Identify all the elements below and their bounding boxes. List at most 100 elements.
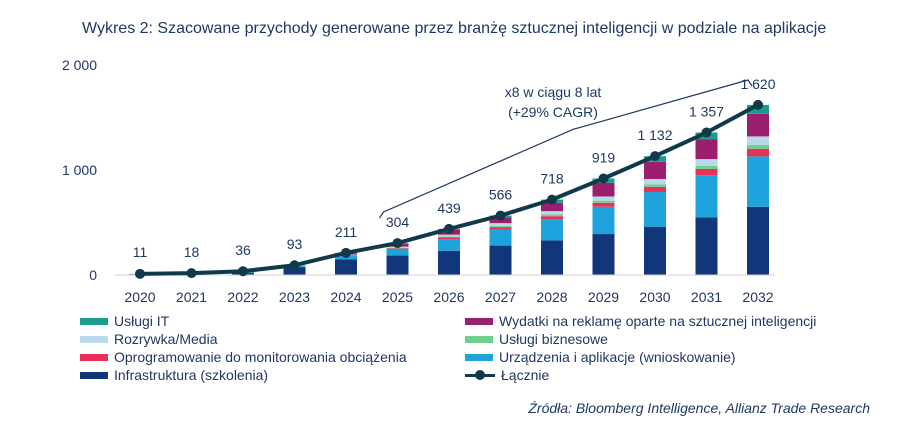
total-point	[341, 247, 351, 258]
total-label: 11	[133, 244, 148, 260]
bar-segment	[438, 239, 460, 251]
total-point	[495, 210, 506, 221]
x-tick-label: 2025	[382, 289, 413, 305]
y-tick-label: 2 000	[62, 57, 97, 73]
legend-label: Usługi IT	[114, 313, 170, 329]
bar-segment	[747, 156, 769, 207]
growth-annotation-line2: (+29% CAGR)	[508, 104, 598, 120]
bar-segment	[489, 223, 512, 226]
total-label: 36	[235, 242, 251, 258]
legend-label: Oprogramowanie do monitorowania obciążen…	[114, 349, 407, 365]
bar-segment	[386, 249, 409, 256]
bar-segment	[644, 186, 666, 193]
bar-segment	[592, 206, 615, 235]
x-tick-label: 2028	[536, 289, 567, 305]
bar-segment	[747, 144, 769, 149]
legend-swatch	[80, 335, 108, 343]
x-tick-label: 2027	[485, 289, 516, 305]
bar-segment	[592, 234, 615, 275]
bar-segment	[695, 217, 718, 275]
x-tick-label: 2020	[124, 289, 155, 305]
bar-segment	[695, 175, 718, 218]
bar-segment	[283, 267, 306, 275]
legend-label: Rozrywka/Media	[114, 331, 218, 347]
x-tick-label: 2031	[691, 289, 722, 305]
growth-bracket	[379, 79, 753, 219]
legend-label: Infrastruktura (szkolenia)	[114, 367, 269, 383]
bar-segment	[592, 200, 615, 203]
legend-item: Oprogramowanie do monitorowania obciążen…	[80, 349, 407, 365]
bar-segment	[592, 196, 615, 201]
legend-item: Rozrywka/Media	[80, 331, 217, 347]
bar-segment	[541, 216, 563, 220]
bar-segment	[335, 259, 357, 275]
bar-segment	[541, 211, 563, 215]
total-point	[392, 238, 403, 249]
x-tick-label: 2029	[588, 289, 619, 305]
bar-segment	[438, 237, 460, 240]
total-label: 1 357	[689, 104, 724, 120]
legend-item: Usługi IT	[80, 313, 169, 329]
chart-source: Źródła: Bloomberg Intelligence, Allianz …	[528, 400, 870, 416]
total-point	[701, 127, 712, 138]
bar-segment	[695, 165, 718, 169]
bar-segment	[644, 184, 666, 187]
bar-segment	[386, 255, 409, 275]
bar-segment	[438, 250, 460, 275]
total-point	[135, 268, 145, 279]
total-point	[186, 268, 197, 279]
legend-swatch	[80, 371, 108, 379]
bar-segment	[541, 240, 563, 275]
total-label: 304	[386, 214, 410, 230]
x-tick-label: 2032	[742, 289, 773, 305]
bar-segment	[438, 234, 460, 237]
bar-segment	[644, 179, 666, 185]
bar-segment	[644, 192, 666, 227]
legend-label: Urządzenia i aplikacje (wnioskowanie)	[499, 349, 736, 365]
total-point	[547, 194, 557, 205]
bar-segment	[695, 159, 718, 166]
bar-segment	[747, 148, 769, 157]
bar-segment	[644, 161, 666, 180]
x-tick-label: 2022	[227, 289, 258, 305]
total-point	[650, 151, 660, 162]
bar-segment	[592, 202, 615, 207]
total-label: 919	[592, 150, 616, 166]
y-tick-label: 1 000	[62, 162, 97, 178]
legend-item: Urządzenia i aplikacje (wnioskowanie)	[465, 349, 736, 365]
total-label: 718	[540, 171, 564, 187]
legend-item: Infrastruktura (szkolenia)	[80, 367, 268, 383]
x-tick-label: 2024	[330, 289, 361, 305]
total-point	[289, 260, 300, 271]
total-point	[444, 223, 454, 234]
bar-segment	[644, 226, 666, 275]
x-tick-label: 2026	[433, 289, 464, 305]
legend-swatch	[465, 335, 493, 343]
legend-label: Wydatki na reklamę oparte na sztucznej i…	[499, 313, 817, 329]
bar-segment	[489, 225, 512, 228]
bar-segment	[747, 136, 769, 145]
x-tick-label: 2030	[639, 289, 670, 305]
legend-item: Łącznie	[465, 367, 549, 383]
bar-segment	[541, 202, 563, 212]
x-tick-label: 2023	[279, 289, 310, 305]
total-label: 1 620	[740, 76, 775, 92]
legend-swatch	[465, 317, 493, 325]
total-label: 1 132	[637, 127, 672, 143]
bar-segment	[386, 248, 409, 250]
total-label: 93	[287, 236, 303, 252]
bar-segment	[695, 139, 718, 160]
y-tick-label: 0	[89, 267, 97, 283]
bar-segment	[438, 236, 460, 238]
total-point	[753, 99, 763, 110]
bar-segment	[541, 214, 563, 217]
total-label: 566	[489, 187, 513, 203]
total-point	[598, 173, 609, 184]
legend-label: Usługi biznesowe	[499, 331, 608, 347]
total-point	[238, 266, 248, 277]
bar-segment	[489, 229, 512, 246]
legend-line-swatch	[465, 370, 495, 380]
legend-swatch	[465, 353, 493, 361]
